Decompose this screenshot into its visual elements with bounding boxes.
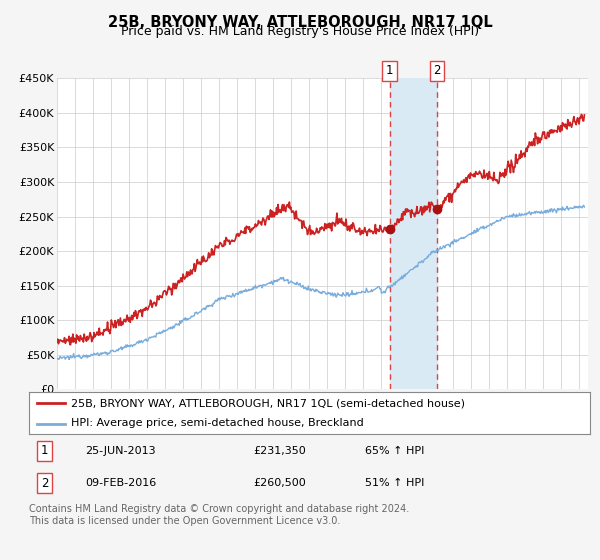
Text: 2: 2 (41, 477, 48, 489)
Text: 25B, BRYONY WAY, ATTLEBOROUGH, NR17 1QL: 25B, BRYONY WAY, ATTLEBOROUGH, NR17 1QL (107, 15, 493, 30)
Text: £260,500: £260,500 (253, 478, 306, 488)
Text: £231,350: £231,350 (253, 446, 306, 456)
Text: 25B, BRYONY WAY, ATTLEBOROUGH, NR17 1QL (semi-detached house): 25B, BRYONY WAY, ATTLEBOROUGH, NR17 1QL … (71, 398, 465, 408)
Text: 09-FEB-2016: 09-FEB-2016 (85, 478, 156, 488)
Bar (389, 78, 437, 389)
Text: 2: 2 (433, 64, 440, 77)
Text: 65% ↑ HPI: 65% ↑ HPI (365, 446, 425, 456)
Text: 1: 1 (41, 445, 48, 458)
Text: 51% ↑ HPI: 51% ↑ HPI (365, 478, 425, 488)
Text: Contains HM Land Registry data © Crown copyright and database right 2024.
This d: Contains HM Land Registry data © Crown c… (29, 504, 409, 526)
Text: Price paid vs. HM Land Registry's House Price Index (HPI): Price paid vs. HM Land Registry's House … (121, 25, 479, 38)
Text: 25-JUN-2013: 25-JUN-2013 (85, 446, 155, 456)
Text: 1: 1 (386, 64, 394, 77)
Text: HPI: Average price, semi-detached house, Breckland: HPI: Average price, semi-detached house,… (71, 418, 364, 428)
